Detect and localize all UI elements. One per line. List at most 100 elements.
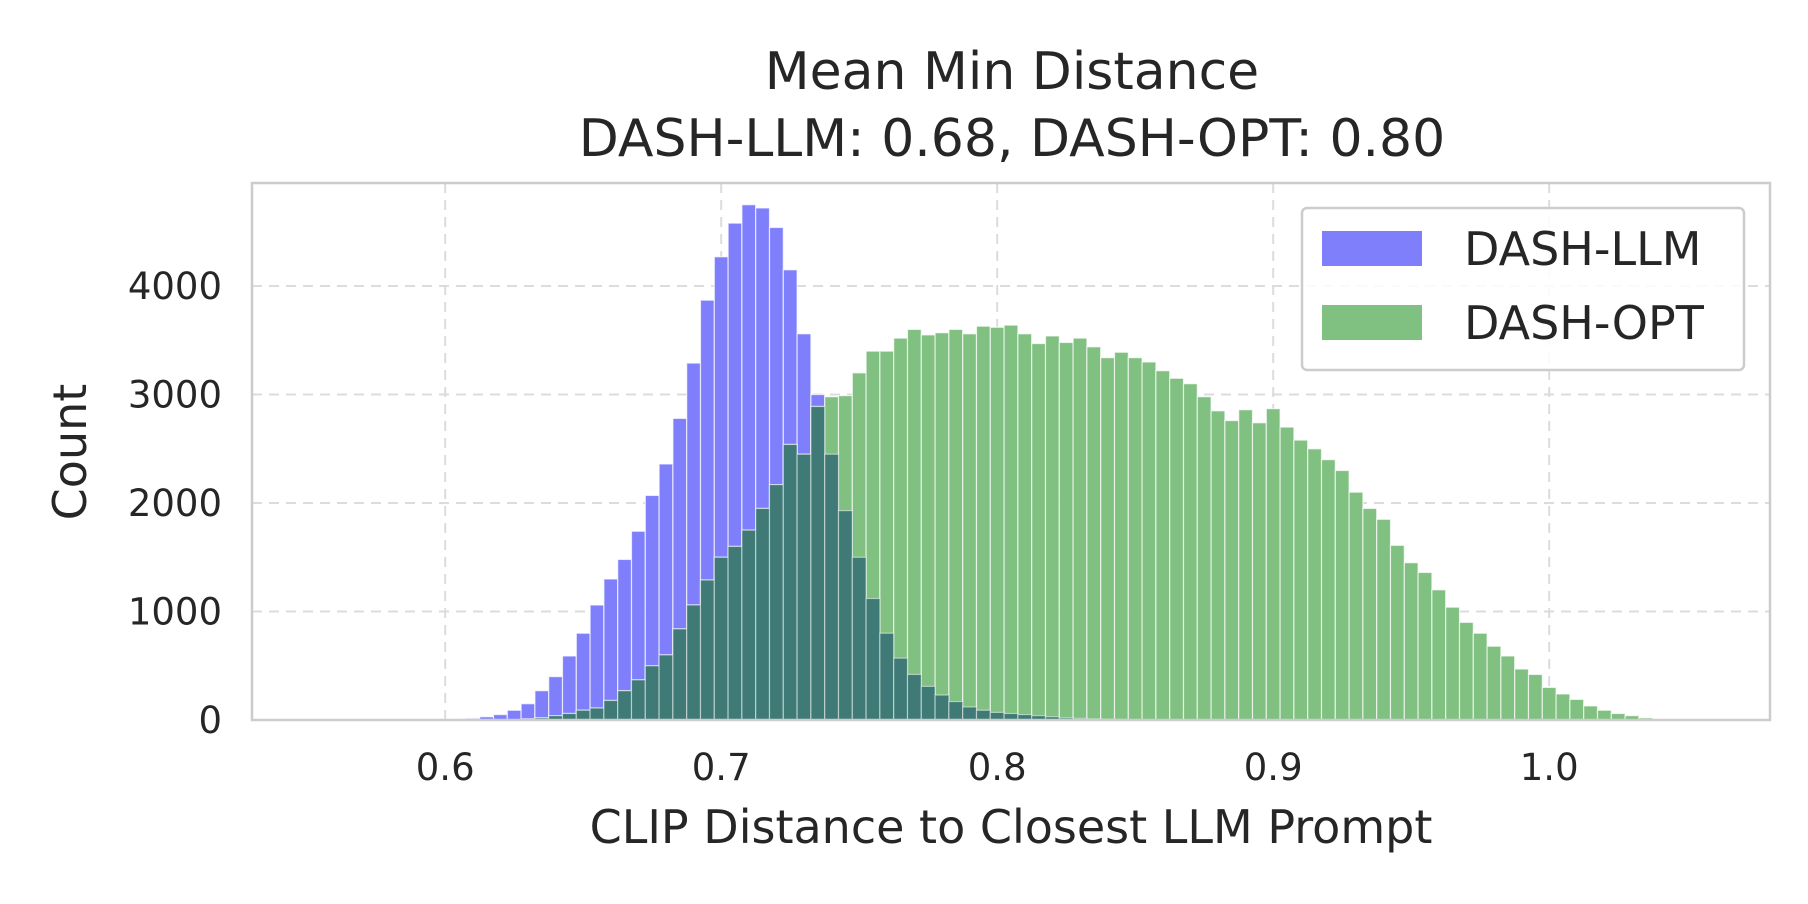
dash-opt-bar [948,328,964,721]
chart-title: Mean Min Distance [765,42,1259,102]
dash-opt-bar [1307,448,1323,721]
dash-opt-bar [1141,361,1157,721]
dash-opt-bar [1265,408,1281,721]
dash-opt-bar [1031,342,1047,721]
dash-opt-bar [1334,469,1350,721]
overlap-bar [644,665,660,721]
dash-opt-bar [1072,337,1088,721]
chart-subtitle: DASH-LLM: 0.68, DASH-OPT: 0.80 [579,109,1445,169]
x-tick-label: 0.8 [968,746,1027,789]
overlap-bar [768,483,784,721]
dash-llm-bar [575,632,591,721]
overlap-bar [686,604,702,721]
dash-opt-bar [1389,544,1405,721]
dash-opt-bar [1514,668,1530,721]
overlap-bar [630,679,646,721]
dash-opt-bar [1431,589,1447,721]
dash-llm-bar [561,655,577,721]
y-tick-label: 2000 [128,482,222,525]
dash-opt-bar [1376,518,1392,721]
legend-label-dash-opt: DASH-OPT [1464,296,1705,350]
dash-opt-bar [934,332,950,721]
dash-llm-bar [506,709,522,721]
dash-opt-bar [1293,439,1309,721]
dash-llm-bar [520,703,536,721]
dash-opt-bar [1127,357,1143,721]
dash-opt-bar [1238,409,1254,721]
dash-opt-bar [1555,693,1571,721]
dash-opt-bar [920,334,936,721]
overlap-bar [948,700,964,721]
overlap-bar [934,694,950,721]
y-axis-ticks: 0 1000 2000 3000 4000 [128,265,222,742]
overlap-bar [741,529,757,721]
dash-opt-bar [1569,698,1585,721]
dash-opt-bar [1044,335,1060,721]
dash-opt-bar [1458,621,1474,721]
dash-opt-bar [1058,341,1074,721]
x-tick-label: 0.7 [692,746,751,789]
overlap-bar [699,579,715,721]
y-tick-label: 3000 [128,374,222,417]
dash-opt-bar [1155,370,1171,721]
x-axis-label: CLIP Distance to Closest LLM Prompt [590,800,1433,854]
overlap-bar [727,545,743,721]
dash-opt-bar [962,333,978,721]
dash-opt-bar [1086,346,1102,721]
dash-opt-bar [1100,357,1116,721]
overlap-bar [713,556,729,721]
overlap-bar [617,690,633,721]
dash-opt-bar [1196,396,1212,721]
dash-opt-bar [1596,709,1612,721]
dash-opt-bar [1017,333,1033,721]
y-tick-label: 0 [198,699,222,742]
dash-opt-bar [1113,351,1129,721]
legend-swatch-dash-opt [1322,305,1422,340]
overlap-bar [906,673,922,721]
x-tick-label: 1.0 [1520,746,1579,789]
y-tick-label: 4000 [128,265,222,308]
overlap-bar [893,657,909,721]
dash-opt-bar [989,326,1005,721]
y-axis-label: Count [43,384,97,521]
dash-opt-bar [1210,410,1226,721]
dash-opt-bar [1251,422,1267,721]
dash-llm-bar [603,578,619,721]
overlap-bar [658,654,674,721]
overlap-bar [755,507,771,721]
dash-opt-bar [1362,507,1378,721]
legend: DASH-LLM DASH-OPT [1300,206,1746,372]
plot-frame [250,181,1772,722]
dash-opt-bar [1169,377,1185,721]
overlap-bar [851,556,867,721]
overlap-bar [810,405,826,721]
x-tick-label: 0.9 [1244,746,1303,789]
overlap-bar [796,453,812,721]
overlap-bar [824,453,840,721]
dash-opt-bar [1445,606,1461,721]
dash-llm-bar [589,604,605,721]
overlap-bar [865,597,881,721]
dash-opt-bar [1541,686,1557,721]
y-tick-label: 1000 [128,591,222,634]
legend-swatch-dash-llm [1322,231,1422,266]
overlap-bar [782,443,798,721]
dash-llm-bar [534,690,550,721]
x-tick-label: 0.6 [416,746,475,789]
overlap-bar [837,510,853,721]
dash-opt-bar [1583,705,1599,721]
x-axis-ticks: 0.6 0.7 0.8 0.9 1.0 [416,746,1579,789]
dash-opt-bar [1320,459,1336,721]
dash-opt-bar [1472,632,1488,721]
dash-opt-bar [1527,673,1543,721]
overlap-bar [589,707,605,721]
legend-label-dash-llm: DASH-LLM [1464,222,1701,276]
overlap-bar [575,709,591,721]
series-overlap-bars [520,405,1171,721]
dash-opt-bar [906,328,922,721]
overlap-bar [920,685,936,721]
dash-opt-bar [1417,571,1433,721]
overlap-bar [879,632,895,721]
dash-opt-bar [975,325,991,721]
